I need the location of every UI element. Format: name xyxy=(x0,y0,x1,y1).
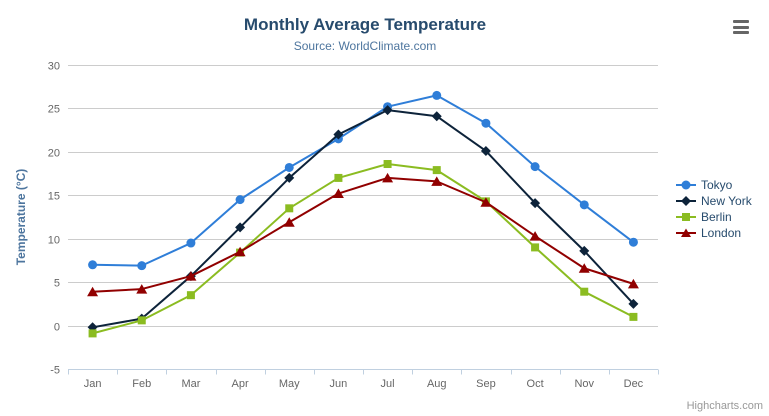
point-new-york-sep[interactable] xyxy=(480,145,491,156)
hamburger-icon xyxy=(733,31,749,34)
point-tokyo-oct[interactable] xyxy=(530,162,540,172)
x-axis-tick-label: Jan xyxy=(84,378,102,390)
series-line-tokyo xyxy=(91,94,635,267)
circle-legend-icon xyxy=(676,180,696,190)
hamburger-icon xyxy=(733,25,749,29)
x-axis-tick-label: Nov xyxy=(574,378,594,390)
point-london-may[interactable] xyxy=(283,217,295,227)
point-new-york-dec[interactable] xyxy=(628,298,639,309)
x-axis-tick-label: Jul xyxy=(381,378,395,390)
credits-link[interactable]: Highcharts.com xyxy=(686,400,763,412)
hamburger-icon xyxy=(733,20,749,23)
point-london-nov[interactable] xyxy=(578,263,590,273)
point-london-dec[interactable] xyxy=(627,278,639,289)
x-axis-tick-label: Oct xyxy=(527,378,544,390)
point-new-york-oct[interactable] xyxy=(530,198,541,209)
diamond-icon xyxy=(681,196,691,206)
legend-item-berlin[interactable]: Berlin xyxy=(676,209,752,225)
point-berlin-feb[interactable] xyxy=(137,316,146,325)
point-new-york-jul[interactable] xyxy=(382,105,393,116)
point-london-aug[interactable] xyxy=(431,176,443,186)
point-london-oct[interactable] xyxy=(529,231,541,241)
x-axis-tick-label: May xyxy=(279,378,300,390)
point-london-mar[interactable] xyxy=(185,271,197,281)
point-london-sep[interactable] xyxy=(480,197,492,207)
point-new-york-nov[interactable] xyxy=(579,245,590,256)
y-axis-tick-label: 30 xyxy=(48,61,60,73)
point-berlin-jul[interactable] xyxy=(383,160,392,169)
triangle-legend-icon xyxy=(676,228,696,237)
chart-title: Monthly Average Temperature xyxy=(243,15,487,34)
legend-label: New York xyxy=(701,194,752,208)
point-london-jan[interactable] xyxy=(87,286,99,297)
legend: Tokyo New York Berlin London xyxy=(676,177,752,241)
legend-label: London xyxy=(701,226,742,240)
point-tokyo-sep[interactable] xyxy=(481,118,491,128)
series-line-london xyxy=(91,176,635,293)
point-tokyo-feb[interactable] xyxy=(137,261,147,271)
point-new-york-may[interactable] xyxy=(284,172,295,183)
point-tokyo-apr[interactable] xyxy=(235,195,245,205)
x-axis-tick-label: Dec xyxy=(624,378,644,390)
diamond-legend-icon xyxy=(676,196,696,206)
point-london-feb[interactable] xyxy=(136,284,148,294)
point-new-york-aug[interactable] xyxy=(431,111,442,122)
point-new-york-jun[interactable] xyxy=(333,129,344,140)
x-axis-tick-label: Apr xyxy=(232,378,249,390)
y-axis-tick-label: 10 xyxy=(48,235,60,247)
square-icon xyxy=(682,213,690,221)
point-berlin-jun[interactable] xyxy=(334,173,343,182)
y-axis-tick-label: 15 xyxy=(48,191,60,203)
legend-item-london[interactable]: London xyxy=(676,225,752,241)
point-berlin-may[interactable] xyxy=(285,204,294,213)
y-axis-tick-label: 25 xyxy=(48,104,60,116)
point-tokyo-nov[interactable] xyxy=(579,200,589,210)
point-tokyo-may[interactable] xyxy=(284,162,294,172)
point-berlin-mar[interactable] xyxy=(186,291,195,300)
y-axis-tick-label: 20 xyxy=(48,148,60,160)
y-axis-tick-label: 5 xyxy=(54,278,60,290)
legend-item-tokyo[interactable]: Tokyo xyxy=(676,177,752,193)
legend-label: Tokyo xyxy=(701,178,733,192)
context-menu-button[interactable] xyxy=(733,20,749,34)
point-tokyo-dec[interactable] xyxy=(628,237,638,247)
x-axis-tick-label: Feb xyxy=(132,378,151,390)
y-axis-tick-label: -5 xyxy=(50,365,60,377)
point-london-jul[interactable] xyxy=(382,172,394,183)
x-axis-tick-label: Mar xyxy=(181,378,200,390)
y-axis-title: Temperature (°C) xyxy=(14,169,28,266)
legend-item-new-york[interactable]: New York xyxy=(676,193,752,209)
x-axis-tick-label: Sep xyxy=(476,378,496,390)
point-tokyo-aug[interactable] xyxy=(432,90,442,100)
point-london-apr[interactable] xyxy=(234,246,246,257)
series-line-berlin xyxy=(91,163,635,335)
series-line-new-york xyxy=(91,109,635,329)
x-axis-tick-label: Jun xyxy=(330,378,348,390)
circle-icon xyxy=(681,180,691,190)
point-berlin-oct[interactable] xyxy=(531,243,540,252)
point-berlin-nov[interactable] xyxy=(580,287,589,296)
legend-label: Berlin xyxy=(701,210,732,224)
triangle-icon xyxy=(681,228,691,237)
point-new-york-apr[interactable] xyxy=(235,222,246,233)
point-london-jun[interactable] xyxy=(332,188,344,199)
square-legend-icon xyxy=(676,213,696,221)
point-berlin-aug[interactable] xyxy=(432,166,441,175)
point-berlin-jan[interactable] xyxy=(88,329,97,338)
x-axis-tick-label: Aug xyxy=(427,378,447,390)
chart-subtitle: Source: WorldClimate.com xyxy=(293,39,437,53)
point-tokyo-jan[interactable] xyxy=(88,260,98,270)
point-tokyo-mar[interactable] xyxy=(186,238,196,248)
y-axis-tick-label: 0 xyxy=(54,322,60,334)
point-berlin-dec[interactable] xyxy=(629,312,638,321)
